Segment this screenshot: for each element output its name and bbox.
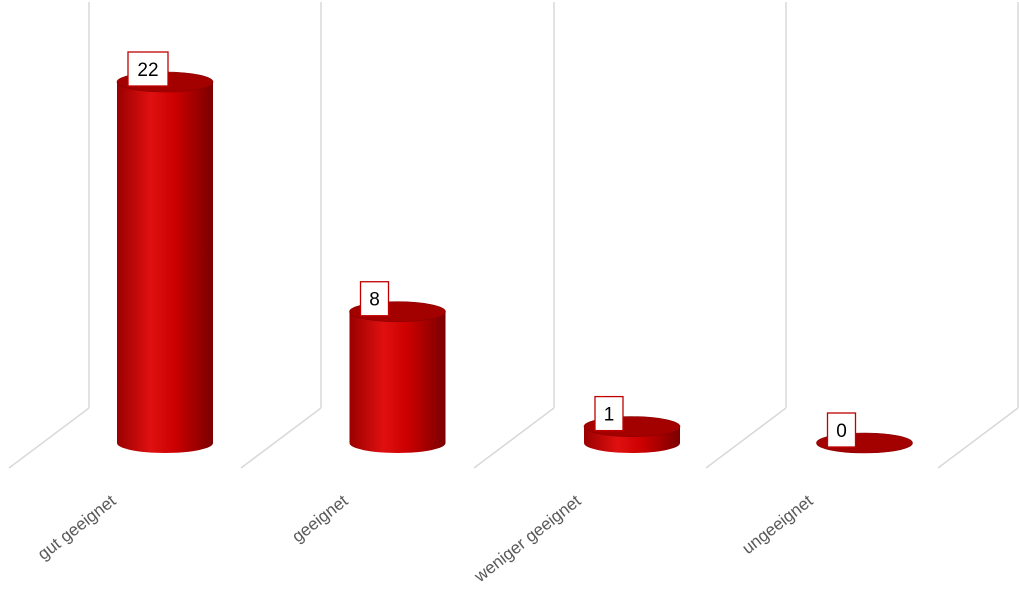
bars — [116, 71, 913, 454]
bar — [349, 301, 446, 453]
gridline-floor — [705, 407, 787, 469]
category-labels: gut geeignet geeignet weniger geeignet unge… — [34, 491, 817, 586]
data-label-text: 0 — [836, 421, 847, 442]
data-label: 22 — [127, 51, 169, 87]
category-label: ungeeignet — [738, 491, 816, 558]
data-label-text: 22 — [137, 60, 158, 81]
data-label-box — [826, 412, 857, 448]
data-label-text: 8 — [369, 290, 380, 311]
category-label: geeignet — [288, 491, 351, 546]
category-label: gut geeignet — [34, 491, 120, 564]
data-labels: 22 8 1 0 — [127, 51, 857, 448]
data-label-box — [359, 281, 390, 317]
bar-body — [117, 82, 213, 453]
data-label: 1 — [594, 395, 624, 432]
gridline-floor — [937, 407, 1019, 469]
data-label-box — [594, 395, 624, 432]
gridline-floor — [473, 407, 555, 469]
bar-body — [349, 311, 446, 453]
data-label: 0 — [826, 412, 857, 448]
data-label: 8 — [359, 281, 390, 317]
gridlines — [8, 2, 1019, 469]
data-label-text: 1 — [604, 405, 615, 426]
gridline-floor — [240, 407, 322, 469]
data-label-box — [127, 51, 169, 87]
gridline-floor — [8, 407, 90, 469]
bar — [116, 71, 214, 453]
category-label: weniger geeignet — [470, 491, 585, 586]
